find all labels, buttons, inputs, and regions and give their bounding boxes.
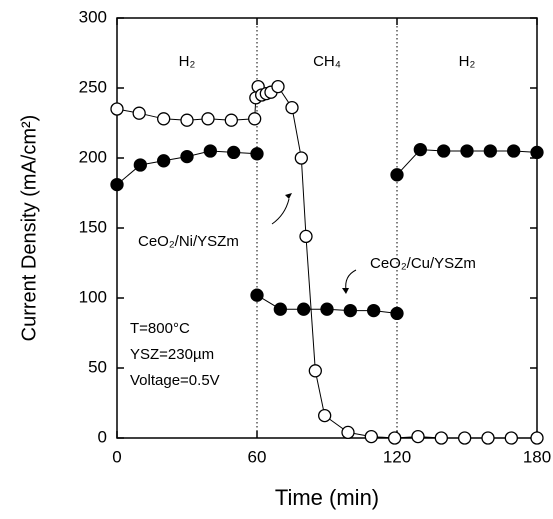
y-tick-label: 150 xyxy=(79,217,107,236)
data-point xyxy=(530,431,544,445)
data-point xyxy=(530,145,544,160)
data-point xyxy=(250,288,264,302)
series-label: CeO₂/Ni/YSZm xyxy=(138,233,239,250)
phase-label: CH₄ xyxy=(313,53,341,70)
data-point xyxy=(285,100,299,115)
data-point xyxy=(157,112,171,126)
x-tick-label: 120 xyxy=(383,447,411,466)
x-tick-label: 0 xyxy=(112,447,121,466)
data-point xyxy=(367,303,381,318)
phase-label: H₂ xyxy=(179,53,196,70)
series-label: CeO₂/Cu/YSZm xyxy=(370,255,476,272)
data-point xyxy=(411,429,425,444)
data-point xyxy=(180,113,194,127)
annotation-arrow-head xyxy=(342,288,349,294)
data-point xyxy=(308,364,322,378)
data-point xyxy=(157,154,171,168)
data-point xyxy=(273,302,287,316)
data-point xyxy=(483,144,497,158)
data-point xyxy=(481,431,495,445)
phase-label: H₂ xyxy=(459,53,476,70)
data-point xyxy=(271,79,285,94)
data-point xyxy=(110,102,124,116)
y-tick-label: 250 xyxy=(79,77,107,96)
data-point xyxy=(460,144,474,158)
data-point xyxy=(343,303,357,318)
data-point xyxy=(413,142,427,157)
data-point xyxy=(388,431,402,445)
x-tick-label: 180 xyxy=(523,447,551,466)
condition-text: YSZ=230µm xyxy=(130,346,214,363)
data-point xyxy=(507,144,521,158)
data-point xyxy=(294,151,308,165)
data-point xyxy=(110,177,124,192)
data-point xyxy=(250,147,264,161)
data-point xyxy=(458,431,472,445)
data-point xyxy=(299,229,313,244)
x-axis-label: Time (min) xyxy=(275,485,379,510)
data-point xyxy=(203,144,217,158)
y-tick-label: 50 xyxy=(88,357,107,376)
data-point xyxy=(504,431,518,445)
data-point xyxy=(318,408,332,423)
data-point xyxy=(390,168,404,182)
data-point xyxy=(297,302,311,316)
data-point xyxy=(437,144,451,158)
data-point xyxy=(224,113,238,127)
y-tick-label: 300 xyxy=(79,7,107,26)
annotation-arrow-head xyxy=(285,193,292,199)
y-axis-label: Current Density (mA/cm²) xyxy=(18,115,40,342)
data-point xyxy=(132,106,146,120)
annotation-arrow xyxy=(271,198,290,225)
data-point xyxy=(434,431,448,445)
data-point xyxy=(390,306,404,321)
x-tick-label: 60 xyxy=(248,447,267,466)
annotation-arrow xyxy=(345,269,357,291)
data-point xyxy=(201,112,215,126)
y-tick-label: 200 xyxy=(79,147,107,166)
data-point xyxy=(341,425,355,440)
data-point xyxy=(364,429,378,444)
data-point xyxy=(133,158,147,172)
y-tick-label: 100 xyxy=(79,287,107,306)
condition-text: Voltage=0.5V xyxy=(130,372,220,389)
condition-text: T=800°C xyxy=(130,320,190,337)
data-point xyxy=(227,145,241,160)
y-tick-label: 0 xyxy=(98,427,107,446)
series-line xyxy=(116,149,538,314)
data-point xyxy=(320,302,334,316)
data-point xyxy=(248,112,262,126)
data-point xyxy=(180,149,194,164)
